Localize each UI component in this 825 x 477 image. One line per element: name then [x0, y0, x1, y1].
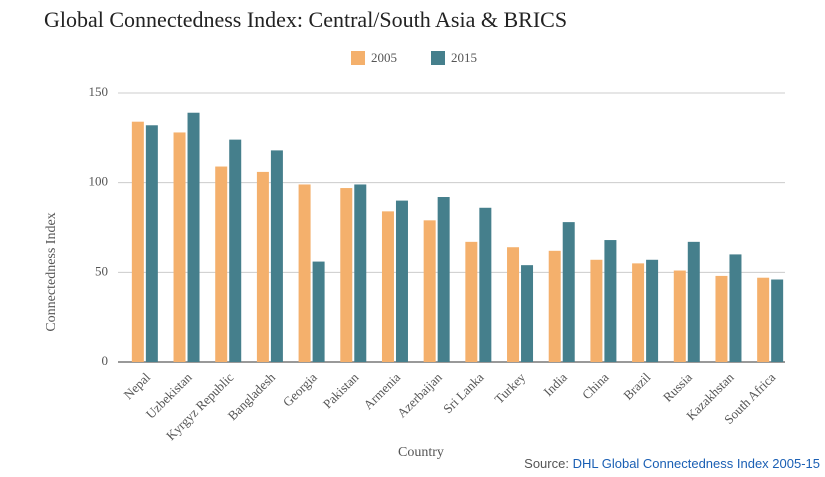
y-tick-label: 50: [95, 263, 108, 278]
bar: [604, 240, 617, 362]
x-tick-label: Sri Lanka: [440, 369, 487, 416]
bar: [298, 184, 311, 362]
legend-swatch: [431, 51, 445, 65]
x-tick-label: India: [540, 369, 570, 399]
bar: [771, 279, 784, 362]
bar: [687, 241, 700, 362]
bar: [256, 171, 269, 362]
bar: [646, 259, 659, 362]
bar: [173, 132, 186, 362]
bar: [340, 188, 353, 362]
x-axis-label: Country: [398, 445, 444, 460]
bar: [479, 207, 492, 362]
bar: [548, 250, 561, 362]
x-tick-label: China: [579, 369, 612, 402]
bar: [437, 197, 450, 362]
y-tick-label: 150: [89, 84, 109, 99]
bar: [229, 139, 242, 362]
source-link[interactable]: DHL Global Connectedness Index 2005-15: [572, 456, 820, 471]
chart-title: Global Connectedness Index: Central/Sout…: [44, 7, 567, 32]
bar: [465, 241, 478, 362]
bar: [507, 247, 520, 362]
legend-label: 2005: [371, 50, 397, 65]
legend-label: 2015: [451, 50, 477, 65]
bar: [145, 125, 158, 362]
y-axis-label: Connectedness Index: [44, 212, 59, 331]
y-tick-label: 0: [102, 353, 109, 368]
bar: [562, 222, 575, 362]
bar: [521, 265, 534, 362]
bar: [715, 275, 728, 362]
legend-swatch: [351, 51, 365, 65]
bar: [187, 112, 200, 362]
bar: [215, 166, 228, 362]
x-tick-label: Russia: [660, 369, 695, 404]
x-tick-label: Pakistan: [320, 369, 362, 411]
x-tick-label: Brazil: [620, 369, 653, 402]
x-tick-label: Azerbaijan: [394, 369, 445, 420]
bar: [757, 277, 770, 362]
x-tick-label: Nepal: [121, 369, 154, 402]
bar: [423, 220, 436, 362]
x-tick-label: Turkey: [491, 369, 528, 406]
source: Source: DHL Global Connectedness Index 2…: [0, 456, 820, 471]
bar: [381, 211, 394, 362]
bar: [312, 261, 325, 362]
bar: [131, 121, 144, 363]
bar: [590, 259, 603, 362]
bar: [354, 184, 367, 362]
x-tick-label: Georgia: [280, 369, 320, 409]
bar: [729, 254, 742, 362]
y-tick-label: 100: [89, 174, 109, 189]
bar: [673, 270, 686, 362]
bar: [632, 263, 645, 362]
source-prefix: Source:: [524, 456, 569, 471]
bar: [395, 200, 408, 362]
bar: [270, 150, 283, 362]
